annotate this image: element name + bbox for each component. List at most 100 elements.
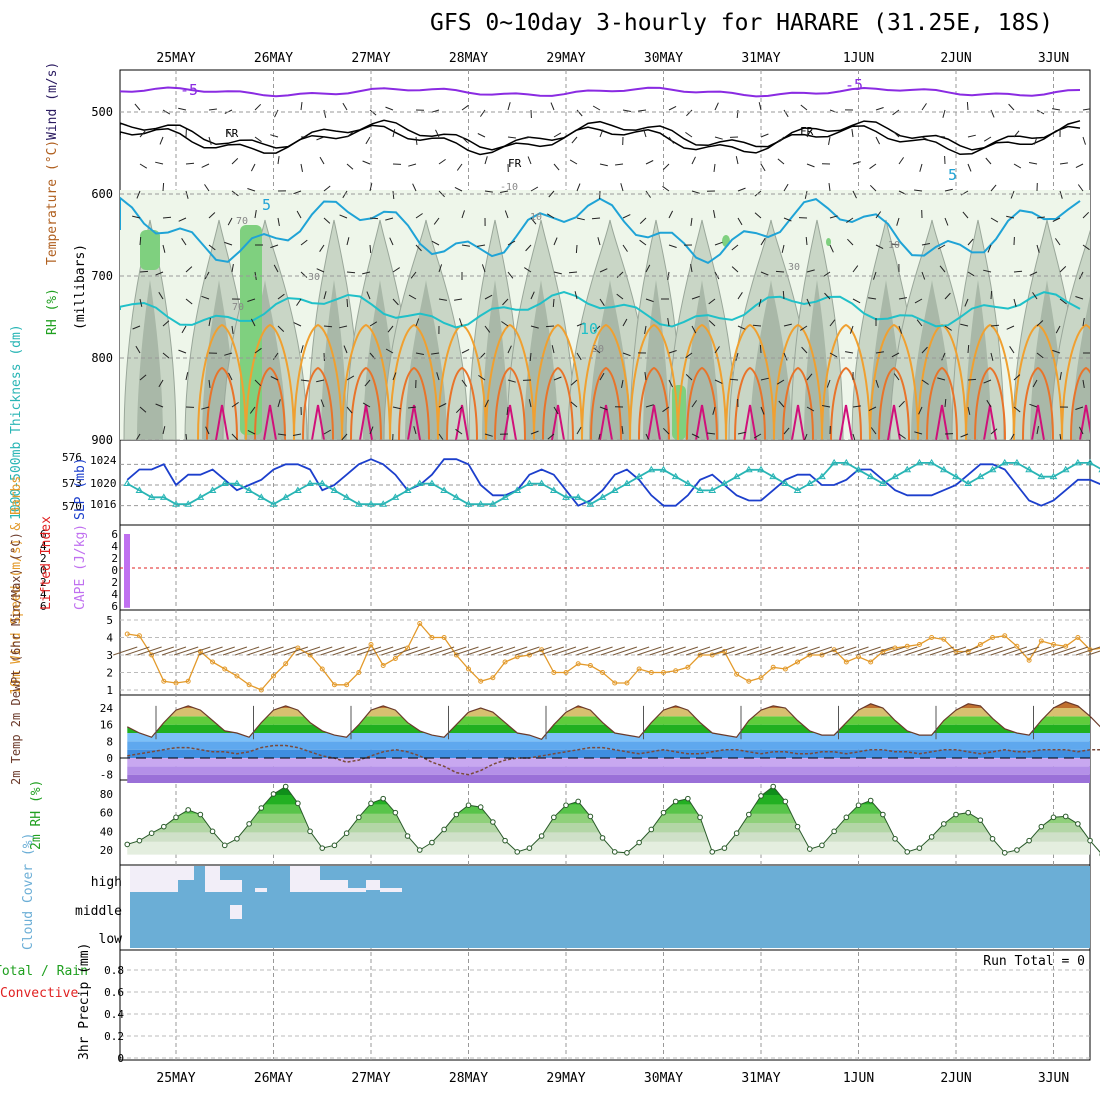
contour-label: -5 xyxy=(845,76,863,94)
cloud-level-label: high xyxy=(91,875,122,890)
wind-barb xyxy=(662,185,670,192)
wind-barb xyxy=(800,104,808,111)
wind-barb xyxy=(136,190,141,199)
temp-contour-25 xyxy=(1031,404,1045,440)
rh-point xyxy=(794,823,801,830)
surface-wind-barb xyxy=(771,646,796,656)
wind-barb xyxy=(1033,136,1038,145)
wind-barb xyxy=(1010,190,1015,199)
wind-barb xyxy=(639,239,647,246)
wind-speed-point xyxy=(843,659,849,665)
surface-wind-barb xyxy=(137,646,162,656)
wind-barb xyxy=(1077,184,1084,192)
wind-barb xyxy=(1013,270,1023,273)
wind-barb xyxy=(1013,130,1020,138)
wind-barb xyxy=(783,183,789,192)
surface-wind-barb xyxy=(308,646,333,656)
wind-barb xyxy=(343,345,348,354)
surface-wind-barb xyxy=(673,646,699,656)
rh-point xyxy=(416,847,423,853)
wind-barb xyxy=(323,325,333,328)
wind-barb xyxy=(944,325,952,331)
wind-barb xyxy=(316,379,325,383)
thickness-marker xyxy=(537,479,546,487)
surface-wind-barb xyxy=(490,646,516,656)
rh-point xyxy=(965,809,971,816)
wind-barb xyxy=(806,298,811,307)
wind-barb xyxy=(962,211,969,219)
thickness-marker xyxy=(281,493,290,500)
wind-barb xyxy=(1059,298,1067,305)
cape-tick-label: 4 xyxy=(111,588,118,601)
wind-barb xyxy=(662,406,670,413)
surface-wind-barb xyxy=(759,646,784,656)
wind-barb xyxy=(599,372,605,381)
wind-speed-point xyxy=(563,670,569,675)
wind-barb xyxy=(461,210,465,219)
thickness-axis-title: 1000-500mb Thickness (dm) xyxy=(9,324,24,520)
wind-barb xyxy=(737,431,746,435)
wind-barb xyxy=(622,318,628,327)
rh-tick-label: 80 xyxy=(100,788,113,801)
thickness-marker xyxy=(744,465,753,473)
rh-point xyxy=(880,811,886,818)
temp-contour-15 xyxy=(293,323,343,440)
wind-barb xyxy=(662,163,670,171)
rh-point xyxy=(526,845,533,851)
surface-wind-barb xyxy=(503,646,528,656)
cape-bar xyxy=(124,534,130,608)
wind-barb xyxy=(254,379,262,387)
wind-barb xyxy=(1013,298,1017,307)
temp-contour-20 xyxy=(254,366,286,440)
rh-point xyxy=(404,833,411,839)
thickness-marker xyxy=(623,479,631,487)
surface-wind-barb xyxy=(600,646,625,656)
date-label-top: 27MAY xyxy=(351,51,390,66)
wind-barb xyxy=(1036,244,1040,253)
wind-speed-point xyxy=(258,687,264,693)
surface-wind-barb xyxy=(332,646,357,656)
wind-speed-point xyxy=(368,642,374,647)
lifted-index-tick-label: 4 xyxy=(40,588,47,601)
cloud-cover-panel xyxy=(130,866,1090,948)
rh-point xyxy=(197,811,204,818)
thickness-marker xyxy=(818,472,826,480)
thickness-marker xyxy=(269,500,278,507)
thickness-marker xyxy=(1049,472,1058,480)
wind-barb xyxy=(185,266,193,273)
wind-barb xyxy=(852,405,861,408)
rh-plume-core xyxy=(589,280,631,440)
wind-barb xyxy=(481,264,486,273)
wind-barb xyxy=(760,237,766,246)
wind-barb xyxy=(643,129,647,138)
contour-label: 30 xyxy=(788,262,800,273)
wind-barb xyxy=(714,136,723,140)
wind-barb xyxy=(685,374,693,381)
temp-band xyxy=(127,758,1090,767)
rh-point xyxy=(843,814,850,821)
rh-point xyxy=(770,783,776,790)
wind-barb xyxy=(569,159,578,165)
cloud-level-label: low xyxy=(99,932,123,947)
temperature-tick-label: 16 xyxy=(100,719,113,732)
wind-barb xyxy=(319,156,325,165)
precip-tick-label: 0.6 xyxy=(104,986,124,999)
surface-wind-barb xyxy=(832,646,857,656)
wind-barb xyxy=(686,109,693,117)
wind-barb xyxy=(435,129,440,138)
wind-barb xyxy=(575,244,578,254)
run-total-label: Run Total = 0 xyxy=(983,954,1085,969)
wind-barb xyxy=(1059,162,1068,165)
wind-barb xyxy=(760,271,769,276)
wind-barb xyxy=(714,346,720,354)
wind-barb xyxy=(990,109,995,118)
rh-point xyxy=(551,814,557,821)
wind-barb xyxy=(898,157,905,165)
surface-wind-barb xyxy=(1039,646,1064,656)
wind-barb xyxy=(691,325,697,334)
wind-barb xyxy=(852,298,861,304)
thickness-marker xyxy=(342,493,351,500)
surface-wind-barb xyxy=(1088,650,1100,656)
rh-point xyxy=(185,807,191,813)
surface-wind-barb xyxy=(344,646,369,656)
